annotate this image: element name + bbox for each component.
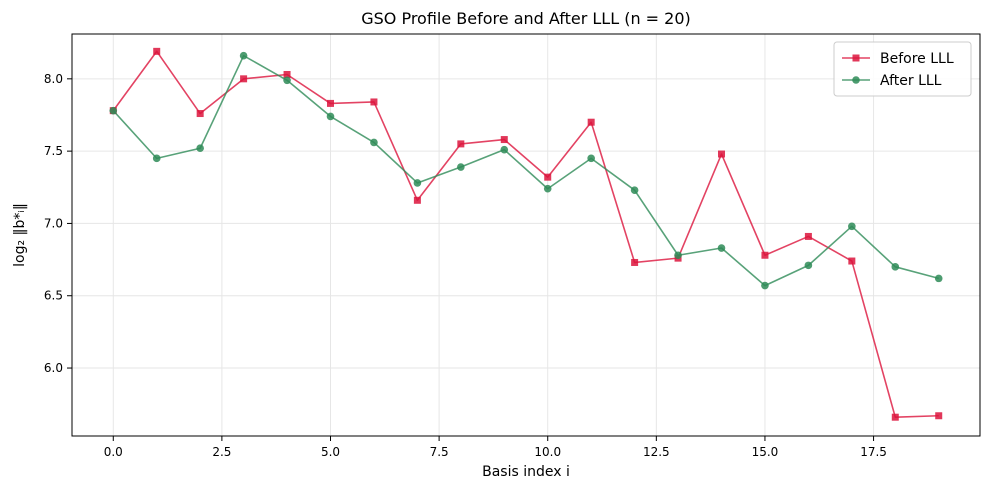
data-point-before-lll [370,98,378,106]
data-point-after-lll [891,263,900,271]
data-point-before-lll [326,99,334,107]
chart-title: GSO Profile Before and After LLL (n = 20… [361,9,691,28]
legend-marker-square [852,54,860,62]
data-point-after-lll [370,138,378,147]
x-tick-label: 5.0 [321,445,340,459]
data-point-after-lll [239,51,248,60]
data-point-before-lll [240,75,248,83]
data-point-before-lll [631,258,639,266]
data-point-after-lll [457,163,465,171]
series-after-lll [109,51,943,290]
series-line-after-lll [112,54,939,287]
x-tick-label: 17.5 [860,445,887,459]
y-axis-title: log₂ ‖b*ᵢ‖ [12,203,28,267]
y-tick-label: 8.0 [44,72,63,86]
y-tick-label: 6.0 [44,361,63,375]
data-point-before-lll [413,196,421,204]
legend-box [833,41,972,97]
data-point-after-lll [630,186,639,194]
x-tick-label: 7.5 [430,445,449,459]
data-point-after-lll [804,261,813,270]
y-tick-label: 6.5 [44,289,63,303]
data-point-before-lll [891,413,899,421]
legend-entry-after-lll: After LLL [842,73,942,89]
data-point-after-lll [196,144,204,153]
data-point-before-lll [153,47,161,55]
x-tick-label: 2.5 [212,445,231,459]
data-point-before-lll [935,412,943,420]
data-point-after-lll [500,145,509,154]
x-tick-label: 12.5 [643,445,670,459]
data-point-after-lll [283,76,291,85]
data-point-before-lll [761,251,769,259]
data-point-before-lll [848,257,856,265]
legend: Before LLL After LLL [833,41,972,97]
data-point-after-lll [413,179,422,187]
series-line-before-lll [112,50,939,419]
data-point-after-lll [587,154,595,163]
x-tick-label: 10.0 [534,445,561,459]
plot-frame [71,33,981,437]
data-point-before-lll [196,110,204,118]
data-point-before-lll [283,70,291,78]
y-tick-label: 7.0 [44,216,63,230]
data-point-after-lll [152,154,161,163]
data-point-before-lll [500,136,508,144]
series-before-lll [109,47,943,421]
data-point-before-lll [718,150,726,158]
y-tick-label: 7.5 [44,144,63,158]
data-point-after-lll [848,222,856,231]
x-tick-label: 0.0 [104,445,123,459]
axis-ticks: 0.0 2.5 5.0 7.5 10.0 12.5 15.0 17.5 6.0 6.5 7.0 7.5… [44,72,887,459]
data-point-before-lll [544,173,552,181]
data-point-before-lll [804,232,812,240]
x-axis-title: Basis index i [482,464,570,480]
data-point-after-lll [717,244,726,252]
series-layer [109,47,943,421]
legend-label-after-lll: After LLL [880,73,942,89]
data-point-after-lll [934,274,943,283]
legend-label-before-lll: Before LLL [880,51,954,67]
data-point-before-lll [587,118,595,126]
data-point-after-lll [326,112,335,121]
data-point-after-lll [761,281,769,290]
data-point-after-lll [674,251,682,260]
x-tick-label: 15.0 [752,445,779,459]
data-point-after-lll [109,106,118,115]
data-point-before-lll [457,140,465,148]
data-point-after-lll [543,184,552,193]
legend-entry-before-lll: Before LLL [842,51,954,67]
legend-marker-circle [852,76,860,84]
